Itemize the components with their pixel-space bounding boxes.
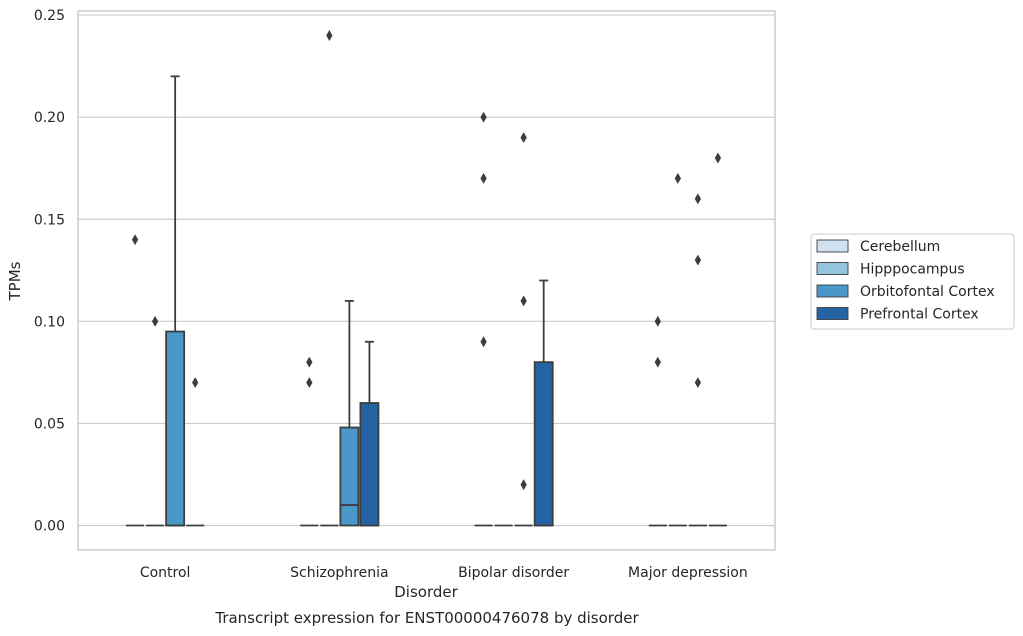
x-axis-ticks: Control Schizophrenia Bipolar disorder Majo… [140,565,748,581]
series-prefrontal-cortex [186,152,727,527]
legend-label: Cerebellum [860,239,940,255]
y-tick-label: 0.15 [34,212,65,228]
outlier-point [520,479,527,491]
box [165,330,186,527]
legend-swatch [816,307,849,320]
y-axis-ticks: 0.00 0.05 0.10 0.15 0.20 0.25 [34,8,65,534]
y-tick-label: 0.00 [34,519,65,535]
box-plot-series [126,30,727,527]
box [533,361,554,527]
outlier-point [306,377,313,389]
legend-frame [810,233,1015,330]
outlier-point [326,30,333,41]
series-hipppocampus [146,30,687,527]
legend-swatch [816,239,849,253]
outlier-point [520,295,527,307]
legend-label: Orbitofontal Cortex [860,284,995,300]
x-tick-label: Major depression [628,565,748,581]
y-tick-label: 0.05 [34,416,65,432]
y-axis-label: TPMs [6,261,24,301]
outlier-point [480,172,487,184]
outlier-point [151,315,159,327]
y-tick-label: 0.20 [34,110,65,126]
series-orbitofontal-cortex [165,75,707,527]
outlier-point [654,356,661,368]
outlier-point [714,152,722,164]
legend-swatch [816,284,849,298]
outlier-point [480,336,487,348]
outlier-point [694,193,702,205]
chart-title: Transcript expression for ENST0000047607… [214,609,639,627]
box [359,402,380,527]
legend-label: Hipppocampus [860,262,965,278]
x-axis-label: Disorder [394,583,458,601]
outlier-point [306,356,313,368]
outlier-point [192,377,199,389]
plot-frame [77,10,776,551]
y-tick-label: 0.10 [34,314,65,330]
outlier-point [694,254,702,266]
x-tick-label: Schizophrenia [290,565,388,581]
legend: Cerebellum Hipppocampus Orbitofontal Corte… [810,233,1015,330]
x-tick-label: Control [140,565,191,581]
outlier-point [480,111,487,123]
outlier-point [674,172,682,184]
outlier-point [131,234,139,246]
x-tick-label: Bipolar disorder [458,565,569,581]
box [339,426,360,527]
outlier-point [654,315,661,327]
legend-swatch [816,262,849,275]
series-cerebellum [126,111,667,527]
outlier-point [520,132,527,144]
legend-label: Prefrontal Cortex [860,307,979,323]
outlier-point [694,377,702,389]
y-tick-label: 0.25 [34,8,65,24]
